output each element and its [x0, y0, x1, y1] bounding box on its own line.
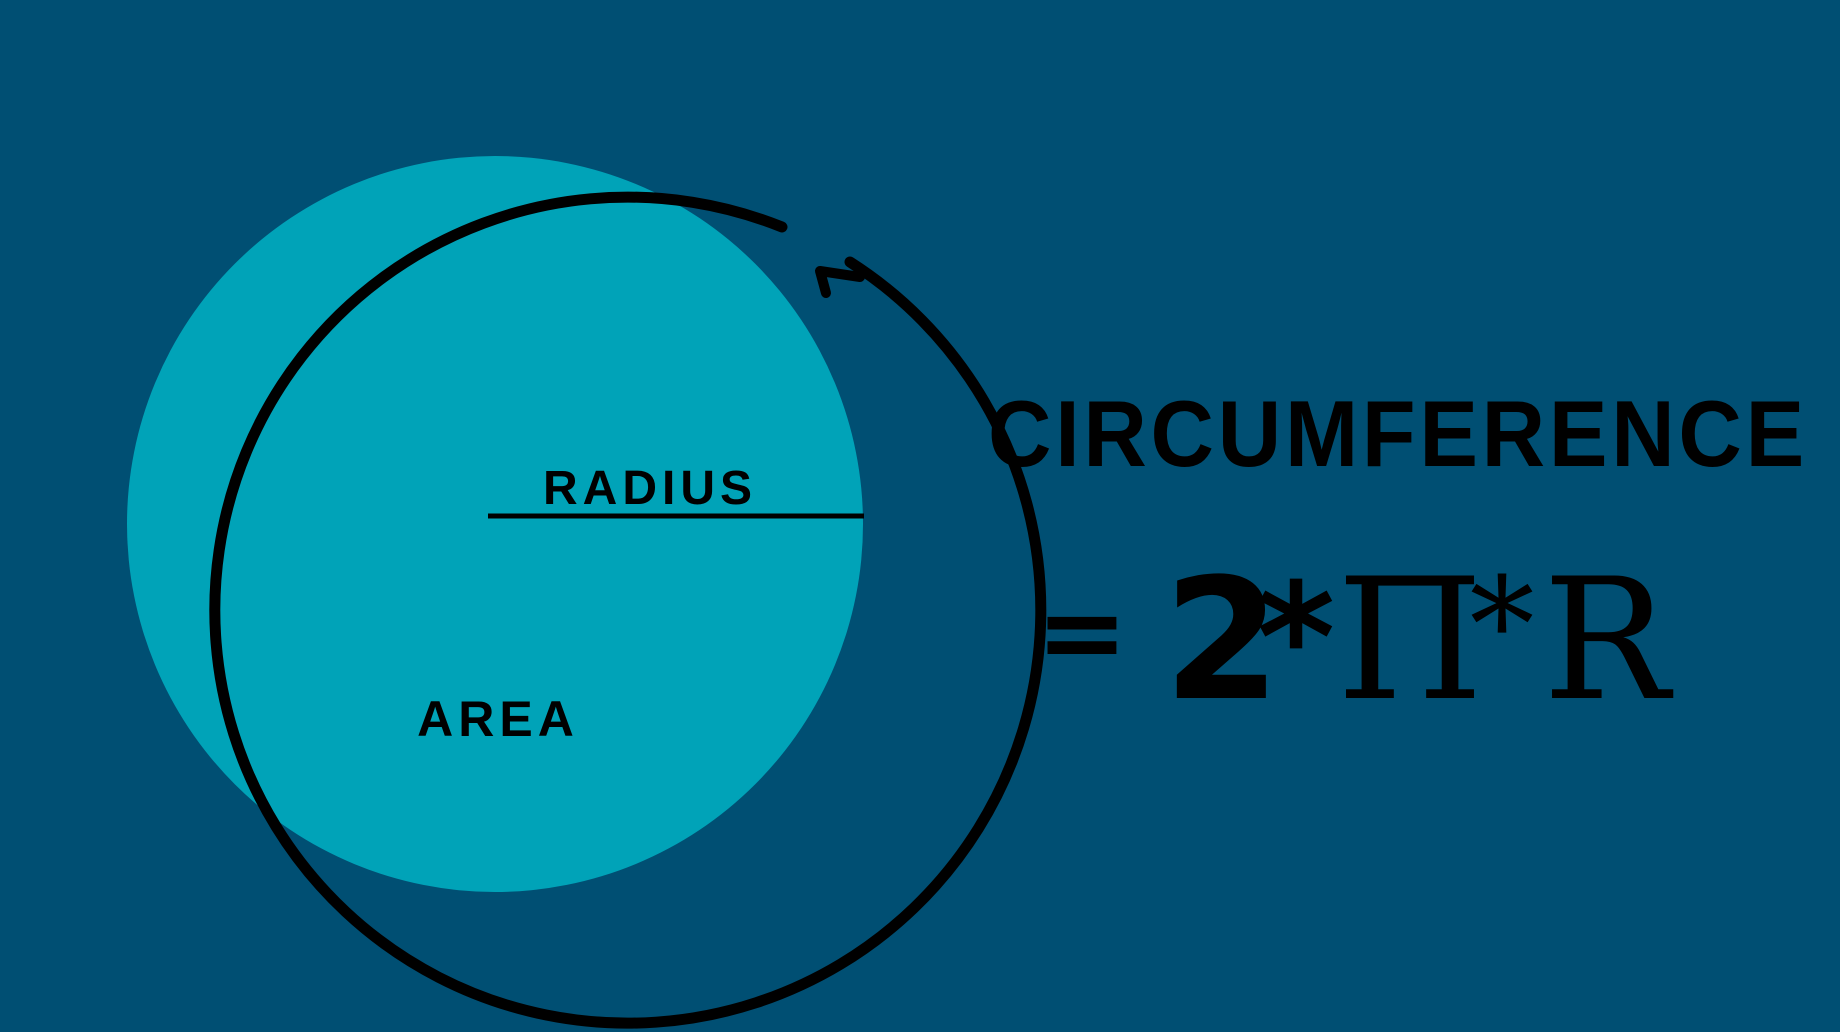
formula-two: 2 [1164, 542, 1281, 738]
formula-asterisk-2: * [1470, 549, 1535, 701]
radius-label: RADIUS [543, 462, 757, 515]
formula-pi: Π [1337, 542, 1484, 738]
formula-asterisk-1: * [1257, 552, 1335, 726]
area-disc [127, 156, 863, 892]
circumference-arc [209, 191, 1047, 1029]
formula-r: R [1543, 542, 1674, 738]
formula-equals: = [1036, 568, 1128, 696]
circumference-label: CIRCUMFERENCE [988, 381, 1808, 486]
area-label: AREA [417, 691, 579, 747]
arrowhead-icon [815, 266, 865, 298]
